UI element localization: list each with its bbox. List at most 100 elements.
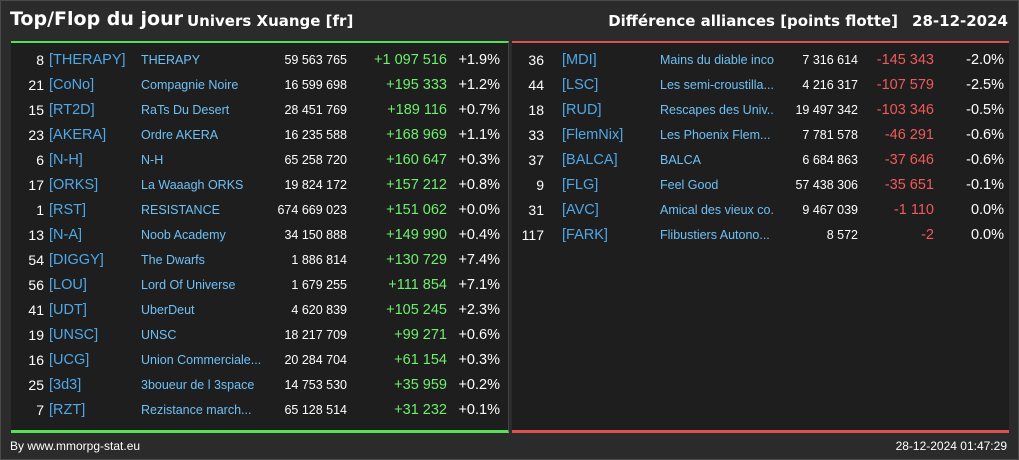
alliance-row: 25 [3d3] 3boueur de l 3space 14 753 530 +35 … bbox=[11, 373, 508, 398]
alliance-rank: 17 bbox=[28, 177, 44, 193]
alliance-tag-link[interactable]: [RST] bbox=[49, 202, 87, 218]
header-right: Différence alliances [points flotte] 28-1… bbox=[608, 12, 1008, 30]
alliance-points: 57 438 306 bbox=[795, 178, 858, 192]
points-delta: +195 333 bbox=[386, 77, 447, 93]
alliance-row: 31 [AVC] Amical des vieux co... 9 467 039 -1… bbox=[512, 198, 1009, 223]
alliance-tag-link[interactable]: [DIGGY] bbox=[49, 252, 104, 268]
alliance-name-link[interactable]: Noob Academy bbox=[141, 228, 226, 242]
alliance-name-link[interactable]: UberDeut bbox=[141, 303, 195, 317]
alliance-rank: 6 bbox=[36, 152, 44, 168]
alliance-name-link[interactable]: Amical des vieux co... bbox=[660, 203, 774, 217]
alliance-name-link[interactable]: The Dwarfs bbox=[141, 253, 205, 267]
alliance-row: 54 [DIGGY] The Dwarfs 1 886 814 +130 729 +7.4… bbox=[11, 248, 508, 273]
alliance-tag-link[interactable]: [CoNo] bbox=[49, 77, 95, 93]
alliance-name-link[interactable]: Les Phoenix Flem... bbox=[660, 128, 771, 142]
alliance-tag-link[interactable]: [UDT] bbox=[49, 302, 87, 318]
alliance-tag-link[interactable]: [BALCA] bbox=[562, 152, 618, 168]
alliance-row: 15 [RT2D] RaTs Du Desert 28 451 769 +189 116… bbox=[11, 98, 508, 123]
alliance-name-link[interactable]: Flibustiers Autono... bbox=[660, 228, 770, 242]
alliance-row: 1 [RST] RESISTANCE 674 669 023 +151 062 +0.0% bbox=[11, 198, 508, 223]
alliance-tag-link[interactable]: [MDI] bbox=[562, 52, 597, 68]
alliance-tag-link[interactable]: [ORKS] bbox=[49, 177, 99, 193]
points-delta-percent: +2.3% bbox=[458, 302, 500, 318]
alliance-tag-link[interactable]: [RT2D] bbox=[49, 102, 95, 118]
alliance-tag-link[interactable]: [THERAPY] bbox=[49, 52, 126, 68]
points-delta: +149 990 bbox=[386, 227, 447, 243]
points-delta: +111 854 bbox=[388, 277, 447, 293]
alliance-rank: 117 bbox=[521, 227, 544, 243]
alliance-name-link[interactable]: THERAPY bbox=[141, 53, 201, 67]
alliance-name-link[interactable]: UNSC bbox=[141, 328, 177, 342]
points-delta-percent: -0.1% bbox=[966, 177, 1004, 193]
alliance-name-link[interactable]: Lord Of Universe bbox=[141, 278, 236, 292]
points-delta-percent: +0.8% bbox=[458, 177, 500, 193]
alliance-name-link[interactable]: Les semi-croustilla... bbox=[660, 78, 774, 92]
alliance-points: 674 669 023 bbox=[277, 203, 347, 217]
points-delta-percent: +0.3% bbox=[458, 152, 500, 168]
points-delta: +160 647 bbox=[386, 152, 447, 168]
alliance-rank: 7 bbox=[36, 402, 44, 418]
alliance-points: 16 599 698 bbox=[284, 78, 347, 92]
alliance-tag-link[interactable]: [UNSC] bbox=[49, 327, 99, 343]
alliance-row: 19 [UNSC] UNSC 18 217 709 +99 271 +0.6% bbox=[11, 323, 508, 348]
alliance-rank: 36 bbox=[528, 52, 544, 68]
alliance-name-link[interactable]: N-H bbox=[141, 153, 164, 167]
alliance-name-link[interactable]: BALCA bbox=[660, 153, 701, 167]
alliance-tag-link[interactable]: [RZT] bbox=[49, 402, 86, 418]
alliance-name-link[interactable]: RaTs Du Desert bbox=[141, 103, 230, 117]
points-delta: +35 959 bbox=[394, 377, 447, 393]
alliance-rank: 37 bbox=[528, 152, 544, 168]
alliance-points: 65 258 720 bbox=[284, 153, 347, 167]
alliance-points: 7 316 614 bbox=[802, 53, 858, 67]
alliance-row: 44 [LSC] Les semi-croustilla... 4 216 317 -1… bbox=[512, 73, 1009, 98]
alliance-name-link[interactable]: Mains du diable inco... bbox=[660, 53, 774, 67]
points-delta-percent: +0.3% bbox=[458, 352, 500, 368]
alliance-rank: 15 bbox=[28, 102, 44, 118]
points-delta-percent: -2.0% bbox=[966, 52, 1004, 68]
alliance-tag-link[interactable]: [AKERA] bbox=[49, 127, 107, 143]
universe-subtitle: Univers Xuange [fr] bbox=[187, 12, 354, 30]
alliance-rank: 41 bbox=[28, 302, 44, 318]
alliance-tag-link[interactable]: [LOU] bbox=[49, 277, 87, 293]
alliance-tag-link[interactable]: [3d3] bbox=[49, 377, 82, 393]
alliance-tag-link[interactable]: [UCG] bbox=[49, 352, 90, 368]
points-delta: +130 729 bbox=[386, 252, 447, 268]
alliance-points: 28 451 769 bbox=[284, 103, 347, 117]
top-gainers-panel: 8 [THERAPY] THERAPY 59 563 765 +1 097 516 +1.… bbox=[11, 41, 509, 433]
alliance-row: 6 [N-H] N-H 65 258 720 +160 647 +0.3% bbox=[11, 148, 508, 173]
points-delta-percent: -2.5% bbox=[966, 77, 1004, 93]
alliance-tag-link[interactable]: [N-H] bbox=[49, 152, 83, 168]
alliance-tag-link[interactable]: [AVC] bbox=[562, 202, 599, 218]
alliance-name-link[interactable]: Union Commerciale... bbox=[141, 353, 262, 367]
alliance-name-link[interactable]: 3boueur de l 3space bbox=[141, 378, 255, 392]
alliance-name-link[interactable]: Rescapes des Univ... bbox=[660, 103, 774, 117]
points-delta: -2 bbox=[921, 227, 934, 243]
alliance-points: 59 563 765 bbox=[284, 53, 347, 67]
alliance-tag-link[interactable]: [FlemNix] bbox=[562, 127, 624, 143]
points-delta-percent: +0.7% bbox=[458, 102, 500, 118]
alliance-name-link[interactable]: La Waaagh ORKS bbox=[141, 178, 244, 192]
alliance-tag-link[interactable]: [RUD] bbox=[562, 102, 602, 118]
alliance-points: 20 284 704 bbox=[284, 353, 347, 367]
alliance-row: 33 [FlemNix] Les Phoenix Flem... 7 781 578 -… bbox=[512, 123, 1009, 148]
alliance-name-link[interactable]: Compagnie Noire bbox=[141, 78, 239, 92]
alliance-name-link[interactable]: Rezistance march... bbox=[141, 403, 252, 417]
alliance-points: 19 824 172 bbox=[284, 178, 347, 192]
alliance-points: 19 497 342 bbox=[795, 103, 858, 117]
alliance-rank: 19 bbox=[28, 327, 44, 343]
alliance-name-link[interactable]: Ordre AKERA bbox=[141, 128, 219, 142]
alliance-tag-link[interactable]: [N-A] bbox=[49, 227, 83, 243]
alliance-tag-link[interactable]: [LSC] bbox=[562, 77, 599, 93]
alliance-name-link[interactable]: Feel Good bbox=[660, 178, 719, 192]
points-delta: -37 646 bbox=[884, 152, 934, 168]
points-delta: +31 232 bbox=[394, 402, 447, 418]
alliance-rank: 31 bbox=[528, 202, 544, 218]
alliance-row: 17 [ORKS] La Waaagh ORKS 19 824 172 +157 212… bbox=[11, 173, 508, 198]
alliance-tag-link[interactable]: [FARK] bbox=[562, 227, 608, 243]
alliance-rank: 9 bbox=[536, 177, 544, 193]
points-delta-percent: +0.6% bbox=[458, 327, 500, 343]
points-delta-percent: -0.6% bbox=[966, 127, 1004, 143]
alliance-tag-link[interactable]: [FLG] bbox=[562, 177, 599, 193]
generated-timestamp: 28-12-2024 01:47:29 bbox=[895, 439, 1007, 453]
alliance-name-link[interactable]: RESISTANCE bbox=[141, 203, 220, 217]
